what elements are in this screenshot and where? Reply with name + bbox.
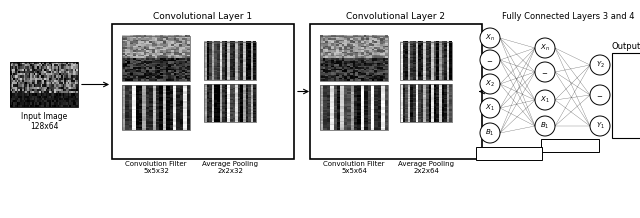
Text: Input Image
128x64: Input Image 128x64	[21, 112, 67, 131]
Text: m=1024 Nodes: m=1024 Nodes	[482, 150, 536, 157]
Bar	[320, 36, 388, 81]
Text: Convolutional Layer 2: Convolutional Layer 2	[346, 12, 445, 21]
Bar	[10, 62, 78, 107]
Text: $X_2$: $X_2$	[485, 79, 495, 89]
Bar	[612, 53, 640, 138]
Bar	[122, 85, 190, 130]
Bar	[112, 24, 294, 159]
Circle shape	[480, 28, 500, 48]
Text: $-$: $-$	[596, 92, 604, 98]
Bar	[320, 85, 388, 130]
Text: $-$: $-$	[486, 57, 493, 63]
Text: $Y_2$: $Y_2$	[596, 60, 604, 70]
Circle shape	[535, 38, 555, 58]
Text: $X_n$: $X_n$	[485, 33, 495, 43]
Text: Average Pooling
2x2x64: Average Pooling 2x2x64	[398, 161, 454, 174]
Text: $X_n$: $X_n$	[540, 43, 550, 53]
Circle shape	[480, 98, 500, 118]
Text: n=256 Nodes: n=256 Nodes	[546, 143, 594, 148]
Bar	[204, 42, 256, 80]
Circle shape	[535, 90, 555, 110]
Text: Convolutional Layer 1: Convolutional Layer 1	[154, 12, 253, 21]
Text: $B_1$: $B_1$	[485, 128, 495, 138]
Text: $B_1$: $B_1$	[540, 121, 550, 131]
Text: $X_1$: $X_1$	[540, 95, 550, 105]
Bar	[310, 24, 482, 159]
Text: Outputs: Outputs	[612, 42, 640, 51]
Bar	[122, 36, 190, 81]
Bar	[400, 84, 452, 122]
Text: $Y_1$: $Y_1$	[596, 121, 604, 131]
Circle shape	[480, 123, 500, 143]
Text: Average Pooling
2x2x32: Average Pooling 2x2x32	[202, 161, 258, 174]
Circle shape	[590, 85, 610, 105]
Text: $-$: $-$	[541, 69, 548, 75]
Circle shape	[480, 50, 500, 70]
Circle shape	[480, 74, 500, 94]
Bar	[541, 139, 599, 152]
Bar	[476, 147, 542, 160]
Text: Convolution Filter
5x5x64: Convolution Filter 5x5x64	[323, 161, 385, 174]
Bar	[400, 42, 452, 80]
Circle shape	[535, 62, 555, 82]
Text: $X_1$: $X_1$	[485, 103, 495, 113]
Circle shape	[590, 55, 610, 75]
Text: Convolution Filter
5x5x32: Convolution Filter 5x5x32	[125, 161, 187, 174]
Text: Fully Connected Layers 3 and 4: Fully Connected Layers 3 and 4	[502, 12, 634, 21]
Circle shape	[535, 116, 555, 136]
Circle shape	[590, 116, 610, 136]
Bar	[204, 84, 256, 122]
